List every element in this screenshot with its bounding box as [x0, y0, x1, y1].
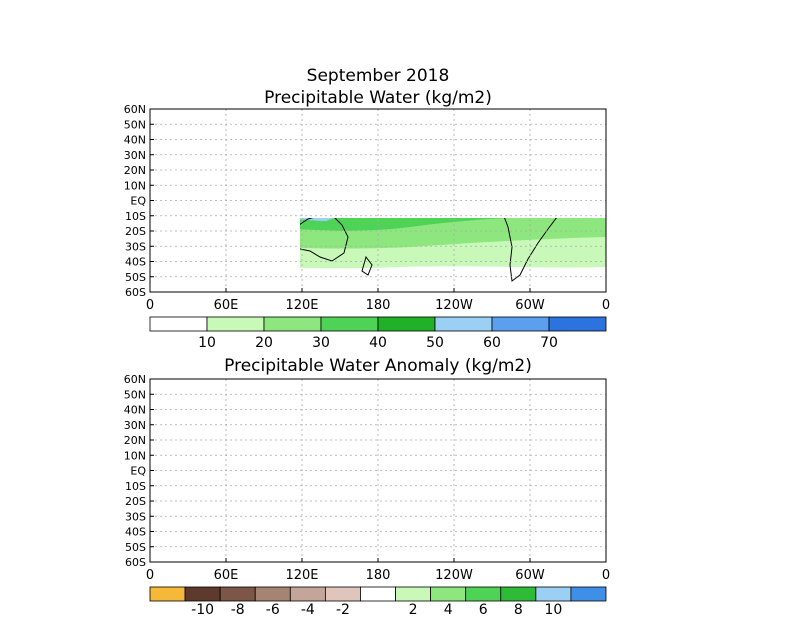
lon-tick-label: 120E [285, 298, 318, 313]
lat-tick-label: 10N [124, 179, 146, 192]
colorbar-swatch [263, 316, 322, 332]
lon-tick-label: 0 [146, 568, 154, 583]
colorbar-label: -4 [301, 602, 315, 618]
colorbar-swatch [430, 586, 467, 602]
lat-tick-label: 40N [124, 404, 146, 417]
map1-plot: 60N 50N 40N 30N 20N 10N EQ 10S 20S 30S 40S 50S 60S 0… [124, 103, 610, 313]
colorbar-swatch [395, 586, 432, 602]
colorbar-swatch [324, 586, 361, 602]
colorbar-swatch [377, 316, 436, 332]
figure-title: September 2018 [306, 66, 450, 86]
colorbar-label: -8 [231, 602, 245, 618]
lat-tick-label: 30S [125, 240, 146, 253]
colorbar-label: 10 [198, 335, 216, 351]
lat-tick-label: 50S [125, 271, 146, 284]
map1-title: Precipitable Water (kg/m2) [264, 88, 492, 108]
lon-tick-label: 60W [515, 568, 545, 583]
colorbar-swatch [548, 316, 607, 332]
colorbar-swatch [219, 586, 256, 602]
lon-tick-label: 120W [435, 568, 473, 583]
colorbar-swatch [434, 316, 493, 332]
lon-tick-label: 60E [214, 568, 239, 583]
lat-tick-label: 10N [124, 449, 146, 462]
colorbar-swatch [254, 586, 291, 602]
lat-tick-label: 50N [124, 118, 146, 131]
lat-tick-label: 30N [124, 149, 146, 162]
lat-tick-label: 60N [124, 103, 146, 116]
colorbar-label: 60 [483, 335, 501, 351]
colorbar-swatch [360, 586, 396, 602]
lon-tick-label: 0 [602, 298, 610, 313]
lat-tick-label: 20S [125, 225, 146, 238]
lat-tick-label: 30N [124, 419, 146, 432]
lon-tick-label: 0 [146, 298, 154, 313]
lon-tick-label: 180 [366, 298, 391, 313]
lat-tick-label: 10S [125, 210, 146, 223]
colorbar-label: 8 [514, 602, 523, 618]
lon-tick-label: 60E [214, 298, 239, 313]
colorbar-swatch [535, 586, 572, 602]
lat-tick-label: EQ [130, 195, 146, 208]
colorbar-label: 40 [369, 335, 387, 351]
colorbar-label: -2 [336, 602, 350, 618]
colorbar-swatch [289, 586, 326, 602]
colorbar-label: 50 [426, 335, 444, 351]
colorbar-swatch [206, 316, 265, 332]
lat-tick-label: 60S [125, 286, 146, 299]
colorbar-label: 20 [255, 335, 273, 351]
map2-title: Precipitable Water Anomaly (kg/m2) [224, 356, 532, 376]
colorbar-swatch [491, 316, 550, 332]
lon-tick-label: 0 [602, 568, 610, 583]
lat-tick-label: 20N [124, 164, 146, 177]
colorbar-swatch [465, 586, 502, 602]
lon-tick-label: 180 [366, 568, 391, 583]
lat-tick-label: 60N [124, 373, 146, 386]
colorbar-label: 70 [540, 335, 558, 351]
colorbar-2: -10 -8 -6 -4 -2 2 4 6 8 10 [149, 586, 607, 618]
lon-tick-label: 60W [515, 298, 545, 313]
colorbar-swatch [184, 586, 221, 602]
colorbar-swatch [149, 316, 208, 332]
lat-tick-label: 10S [125, 480, 146, 493]
lon-tick-label: 120W [435, 298, 473, 313]
lat-tick-label: 20N [124, 434, 146, 447]
colorbar-swatch [320, 316, 379, 332]
colorbar-1: 10 20 30 40 50 60 70 [149, 316, 607, 351]
lat-tick-label: 40S [125, 256, 146, 269]
colorbar-label: 6 [479, 602, 488, 618]
map2-plot: 60N 50N 40N 30N 20N 10N EQ 10S 20S 30S 40S 50S 60S 0… [124, 373, 610, 583]
colorbar-label: -6 [266, 602, 280, 618]
lat-tick-label: 30S [125, 510, 146, 523]
colorbar-label: 10 [544, 602, 562, 618]
lat-tick-label: 50N [124, 388, 146, 401]
colorbar-label: 4 [444, 602, 453, 618]
lat-tick-label: 20S [125, 495, 146, 508]
colorbar-label: 30 [312, 335, 330, 351]
colorbar-swatch [149, 586, 186, 602]
lat-tick-label: 60S [125, 556, 146, 569]
colorbar-label: 2 [409, 602, 418, 618]
lat-tick-label: 40N [124, 134, 146, 147]
colorbar-swatch [570, 586, 607, 602]
colorbar-swatch [500, 586, 537, 602]
colorbar-label: -10 [191, 602, 214, 618]
lat-tick-label: 50S [125, 541, 146, 554]
lat-tick-label: 40S [125, 526, 146, 539]
lon-tick-label: 120E [285, 568, 318, 583]
lat-tick-label: EQ [130, 465, 146, 478]
